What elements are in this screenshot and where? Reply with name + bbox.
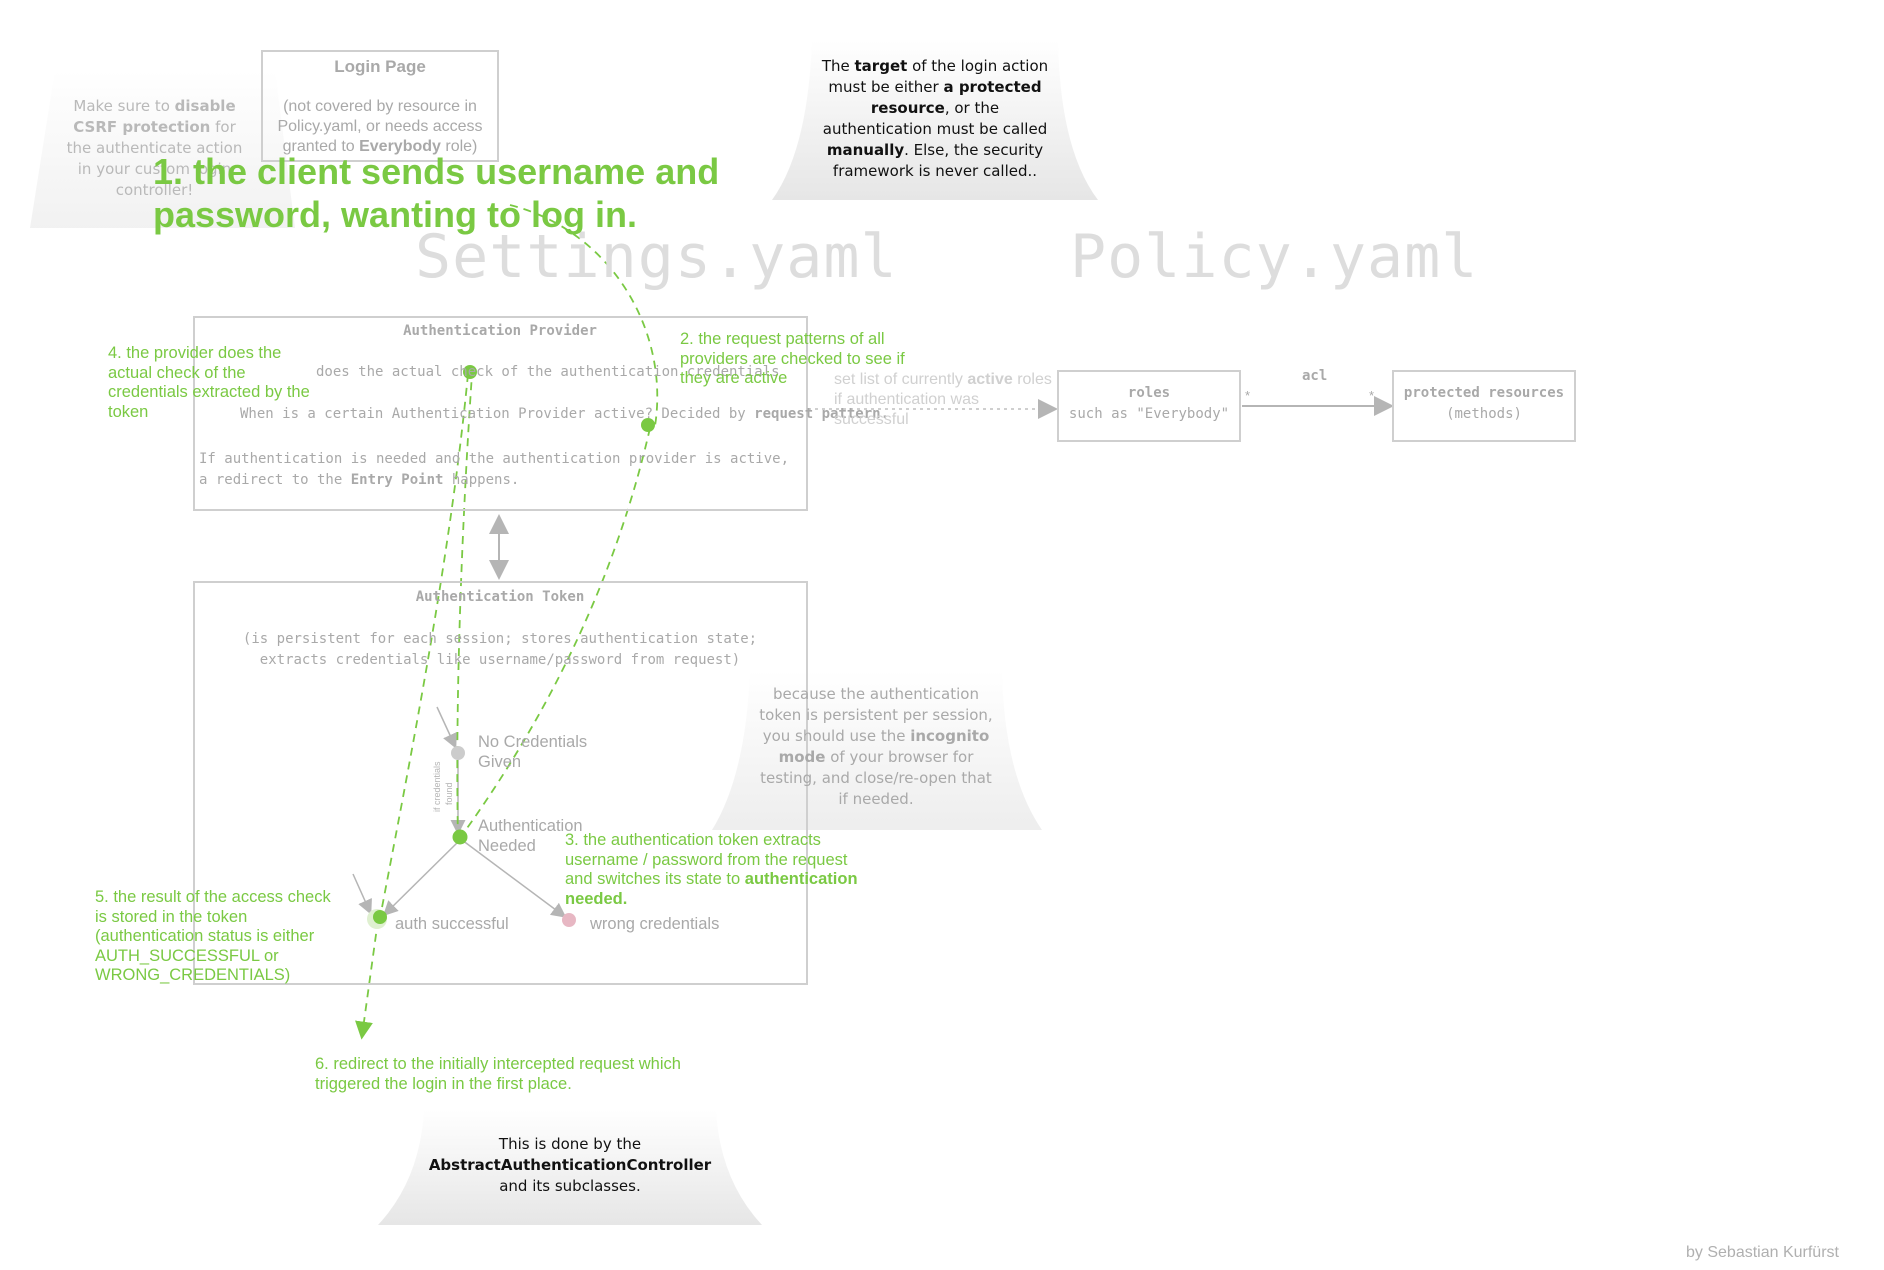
provider-check-text: does the actual check of the authenticat…: [316, 364, 780, 380]
state-wrong-credentials: wrong credentials: [590, 915, 720, 933]
abstract-note-shape: [378, 1110, 762, 1225]
step4-note: 4. the provider does the actual check of…: [108, 344, 310, 421]
state-auth-successful: auth successful: [395, 915, 509, 933]
incognito-note-shape: [712, 670, 1042, 830]
policy-yaml-heading: Policy.yaml: [1070, 222, 1479, 292]
flow-step1-to-step2: [509, 204, 659, 427]
csrf-note-shape: [30, 70, 295, 228]
flow-step4-to-step5: [379, 373, 469, 919]
incognito-note: because the authentication token is pers…: [759, 685, 993, 808]
authentication-token-box: [193, 581, 808, 985]
flow-dot-check: [463, 365, 477, 379]
roles-link-text: set list of currently active roles if au…: [834, 371, 1052, 428]
step6-note: 6. redirect to the initially intercepted…: [315, 1055, 681, 1093]
csrf-note: Make sure to disable CSRF protection for…: [66, 97, 243, 199]
transition-label: if credentials: [432, 761, 442, 812]
state-dot-auth-needed: [452, 829, 468, 845]
step1-headline: 1. the client sends username and passwor…: [153, 151, 720, 235]
step5-note: 5. the result of the access check is sto…: [95, 888, 331, 984]
login-page-title: Login Page: [334, 57, 426, 76]
acl-right-multiplicity: *: [1369, 388, 1375, 403]
authentication-token-title: Authentication Token: [415, 589, 585, 605]
login-page-body: (not covered by resource in Policy.yaml,…: [277, 98, 483, 155]
provider-entrypoint-text: If authentication is needed and the auth…: [199, 451, 790, 488]
flow-step2-to-step3: [459, 427, 651, 839]
abstract-controller-note: This is done by the AbstractAuthenticati…: [428, 1135, 712, 1195]
author-credit: by Sebastian Kurfürst: [1686, 1244, 1839, 1261]
flow-step5-to-step6: [355, 919, 379, 1040]
step3-note: 3. the authentication token extracts use…: [565, 831, 858, 908]
acl-label: acl: [1302, 368, 1328, 384]
authentication-provider-title: Authentication Provider: [403, 323, 597, 339]
acl-left-multiplicity: *: [1245, 388, 1251, 403]
roles-box: [1057, 370, 1241, 442]
flow-dot-pattern: [641, 418, 655, 432]
protected-resources-title: protected resources: [1403, 385, 1565, 401]
roles-sub: such as "Everybody": [1068, 406, 1230, 422]
provider-pattern-text: When is a certain Authentication Provide…: [240, 406, 890, 422]
step2-note: 2. the request patterns of all providers…: [680, 330, 905, 387]
state-dot-auth-successful: [373, 910, 387, 924]
settings-yaml-heading: Settings.yaml: [415, 222, 898, 292]
svg-text:found: found: [444, 782, 454, 805]
flow-step3-to-step4: [456, 373, 473, 839]
state-auth-needed: Authentication Needed: [478, 817, 583, 855]
target-note-shape: [772, 40, 1098, 200]
state-dot-wrong-credentials: [562, 913, 576, 927]
protected-resources-box: [1392, 370, 1576, 442]
login-page-box: [261, 50, 499, 162]
roles-title: roles: [1127, 385, 1171, 401]
state-no-credentials: No Credentials Given: [478, 733, 588, 771]
state-dot-no-credentials: [451, 746, 465, 760]
authentication-token-desc: (is persistent for each session; stores …: [242, 631, 758, 668]
authentication-provider-box: [193, 316, 808, 511]
target-note: The target of the login action must be e…: [821, 57, 1049, 180]
protected-resources-sub: (methods): [1446, 406, 1522, 422]
